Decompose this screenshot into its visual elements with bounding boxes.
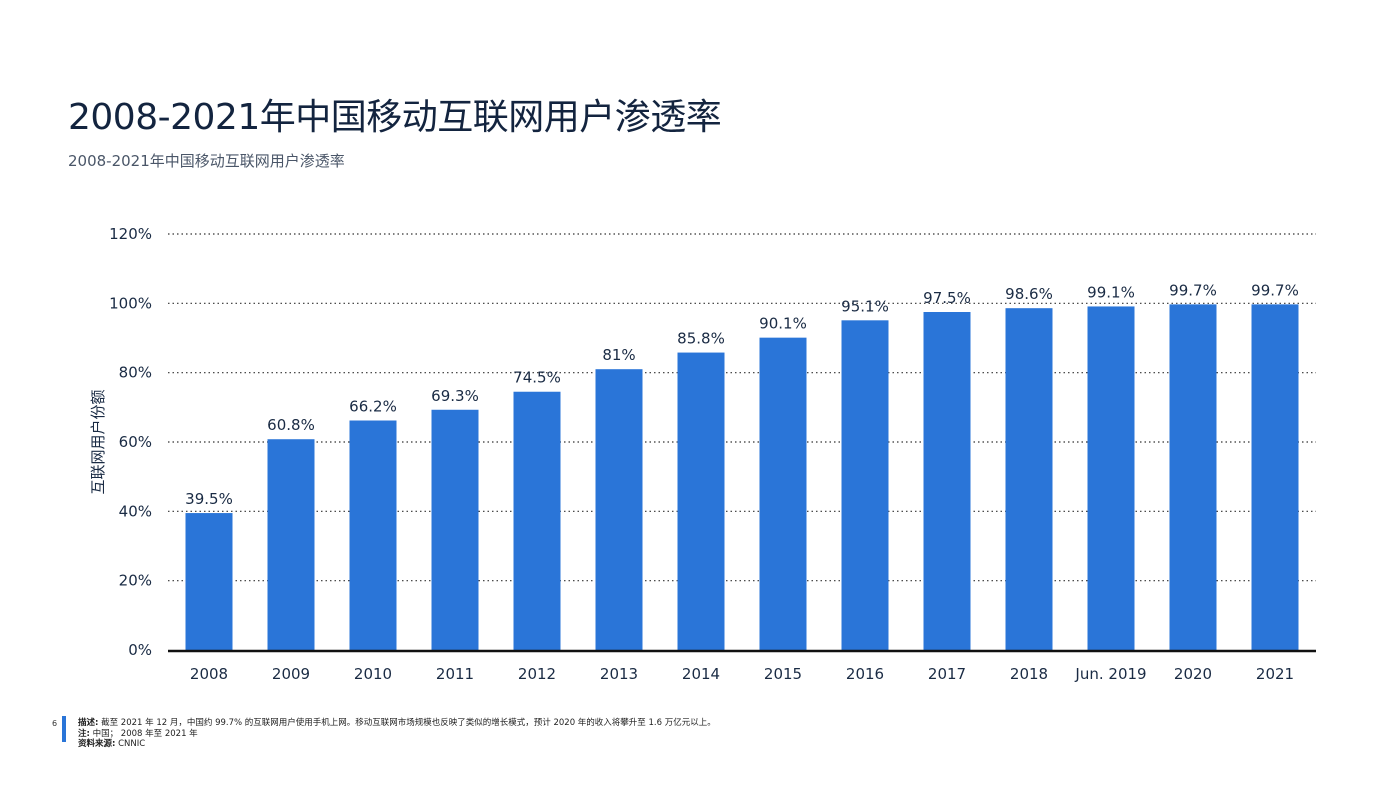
x-tick-label: 2013 — [600, 665, 638, 683]
data-label: 39.5% — [185, 490, 233, 508]
x-tick-label: 2008 — [190, 665, 228, 683]
data-label: 85.8% — [677, 330, 725, 348]
bar-2009 — [267, 439, 315, 650]
x-tick-label: 2010 — [354, 665, 392, 683]
x-tick-label: 2012 — [518, 665, 556, 683]
y-tick-label: 100% — [109, 294, 152, 312]
data-label: 66.2% — [349, 398, 397, 416]
y-axis-label: 互联网用户份额 — [89, 389, 107, 494]
y-tick-label: 40% — [119, 502, 152, 520]
data-label: 81% — [602, 346, 635, 364]
bar-2012 — [513, 391, 561, 650]
x-tick-label: 2017 — [928, 665, 966, 683]
x-tick-label: 2016 — [846, 665, 884, 683]
data-label: 95.1% — [841, 297, 889, 315]
page-subtitle: 2008-2021年中国移动互联网用户渗透率 — [68, 152, 345, 170]
bar-2010 — [349, 420, 397, 650]
x-tick-label: 2021 — [1256, 665, 1294, 683]
footer-accent-bar — [62, 716, 66, 742]
page-title: 2008-2021年中国移动互联网用户渗透率 — [68, 97, 722, 138]
data-labels: 39.5% 60.8% 66.2% 69.3% 74.5% 81% 85.8% 90.1% 95… — [185, 281, 1299, 508]
x-tick-label: 2018 — [1010, 665, 1048, 683]
data-label: 69.3% — [431, 387, 479, 405]
grid-lines — [168, 233, 1316, 582]
bars — [185, 304, 1299, 650]
x-tick-label: 2011 — [436, 665, 474, 683]
data-label: 99.1% — [1087, 283, 1135, 301]
y-tick-label: 120% — [109, 225, 152, 243]
data-label: 97.5% — [923, 289, 971, 307]
data-label: 60.8% — [267, 416, 315, 434]
bar-2016 — [841, 320, 889, 650]
y-tick-label: 0% — [128, 641, 152, 659]
bar-2021 — [1251, 304, 1299, 650]
bar-2017 — [923, 312, 971, 650]
x-tick-label: 2009 — [272, 665, 310, 683]
y-tick-label: 80% — [119, 364, 152, 382]
footer-note: 注: 中国； 2008 年至 2021 年 — [78, 728, 198, 739]
x-tick-label: 2015 — [764, 665, 802, 683]
x-tick-label: 2014 — [682, 665, 720, 683]
bar-jun-2019 — [1087, 306, 1135, 650]
bar-2013 — [595, 369, 643, 650]
footer-description: 描述: 截至 2021 年 12 月，中国约 99.7% 的互联网用户使用手机上… — [78, 718, 716, 728]
x-tick-label: Jun. 2019 — [1074, 665, 1146, 683]
x-tick-labels: 2008 2009 2010 2011 2012 2013 2014 2015 2016 2017… — [190, 665, 1294, 683]
bar-2020 — [1169, 304, 1217, 650]
footer-notes: 6 描述: 截至 2021 年 12 月，中国约 99.7% 的互联网用户使用手… — [52, 716, 952, 756]
footer-text: 描述: 截至 2021 年 12 月，中国约 99.7% 的互联网用户使用手机上… — [78, 718, 716, 750]
data-label: 90.1% — [759, 315, 807, 333]
y-tick-label: 20% — [119, 572, 152, 590]
y-tick-label: 60% — [119, 433, 152, 451]
bar-2015 — [759, 337, 807, 650]
bar-2014 — [677, 352, 725, 650]
bar-2008 — [185, 513, 233, 650]
bar-2018 — [1005, 308, 1053, 650]
y-tick-labels: 0% 20% 40% 60% 80% 100% 120% — [109, 225, 152, 659]
data-label: 74.5% — [513, 369, 561, 387]
data-label: 99.7% — [1251, 281, 1299, 299]
data-label: 99.7% — [1169, 281, 1217, 299]
data-label: 98.6% — [1005, 285, 1053, 303]
bar-chart: 0% 20% 40% 60% 80% 100% 120% 39.5% 60.8% 66.2% 69… — [89, 225, 1316, 683]
x-tick-label: 2020 — [1174, 665, 1212, 683]
bar-2011 — [431, 409, 479, 650]
page-number: 6 — [52, 719, 58, 728]
footer-source: 资料来源: CNNIC — [78, 739, 146, 749]
